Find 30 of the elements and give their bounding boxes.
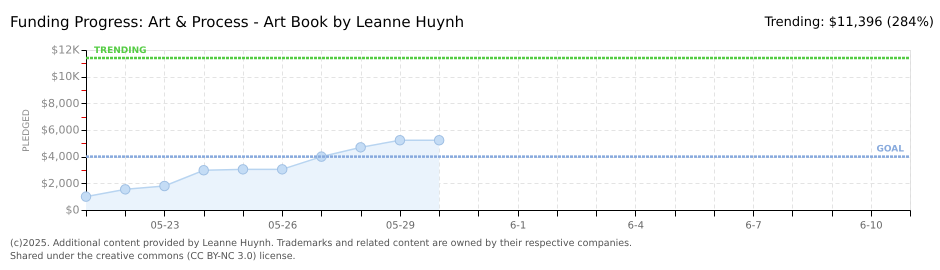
y-tick-label: $12K (51, 44, 80, 56)
x-tick-label: 05-29 (386, 220, 415, 232)
y-axis-title: PLEDGED (22, 109, 32, 152)
point (80, 191, 92, 202)
ref-line-label: TRENDING (94, 46, 146, 56)
y-tick-label: $6,000 (41, 124, 80, 136)
x-tick-label: 05-26 (268, 220, 298, 232)
x-tick-label: 6-7 (745, 220, 762, 232)
y-tick-label: $2,000 (41, 176, 80, 190)
point (159, 180, 170, 192)
y-tick-label: $8,000 (41, 96, 80, 110)
point (434, 135, 444, 146)
point (355, 142, 366, 153)
x-tick-label: 05-23 (150, 220, 180, 232)
point (198, 165, 209, 176)
point (238, 164, 248, 175)
point (394, 135, 406, 146)
x-tick-label: 6-4 (628, 220, 644, 232)
ref-line-label: GOAL (876, 144, 904, 155)
text: (c)2025. Additional content provided by Leanne Huynh. Trademarks and related content are owned by their respective companies. (10, 238, 632, 249)
text: Shared under the creative commons (CC BY-NC 3.0) license. (10, 251, 296, 262)
point (120, 184, 130, 195)
chart-title: Funding Progress: Art & Process - Art Book by Leanne Huynh (10, 13, 464, 31)
y-tick-label: $4,000 (41, 150, 80, 164)
x-tick-label: 6-1 (510, 220, 526, 232)
point (276, 164, 288, 175)
chart-subtitle: Trending: $11,396 (284%) (764, 15, 934, 30)
y-tick-label: $10K (51, 70, 80, 84)
y-tick-label: $0 (66, 204, 80, 216)
x-tick-label: 6-10 (860, 220, 883, 232)
